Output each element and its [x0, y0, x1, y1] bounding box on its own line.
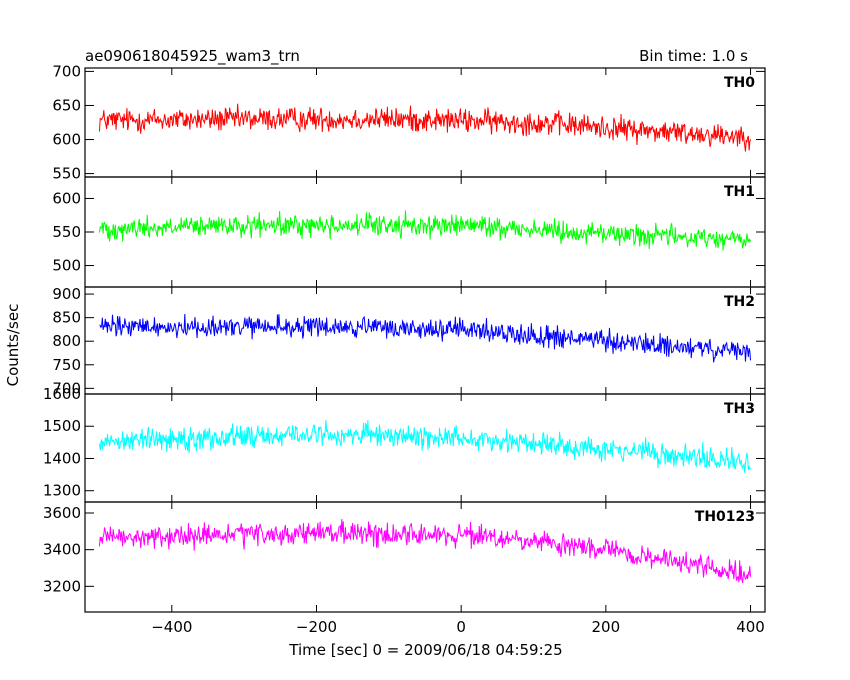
y-tick-label: 3200 [43, 577, 81, 595]
panel-label: TH1 [724, 184, 755, 200]
y-tick-label: 1600 [43, 385, 81, 403]
y-tick-label: 900 [52, 285, 81, 303]
y-tick-label: 600 [52, 131, 81, 149]
y-tick-label: 750 [52, 356, 81, 374]
panel-th1: 500 550 600 TH1 [52, 176, 766, 288]
x-tick-label: 400 [736, 618, 765, 636]
x-axis-label: Time [sec] 0 = 2009/06/18 04:59:25 [288, 641, 562, 659]
panel-label: TH2 [724, 294, 755, 310]
series-th0123-line [98, 519, 752, 584]
x-tick-label: 0 [456, 618, 466, 636]
y-tick-label: 800 [52, 332, 81, 350]
x-tick-label: −400 [151, 618, 192, 636]
y-tick-label: 3400 [43, 541, 81, 559]
panel-label: TH3 [724, 401, 755, 417]
x-tick-label: −200 [296, 618, 337, 636]
panel-th2: 700 750 800 850 900 TH2 [52, 285, 766, 397]
y-tick-label: 1300 [43, 482, 81, 500]
y-tick-label: 850 [52, 309, 81, 327]
panel-frame [84, 501, 766, 613]
y-tick-label: 1500 [43, 417, 81, 435]
series-th1-line [98, 210, 751, 251]
panel-label: TH0 [724, 75, 755, 91]
y-tick-label: 700 [52, 379, 81, 397]
panels-group: 550 600 650 700 TH0 500 550 600 TH1 700 750 800 850 9… [43, 62, 766, 613]
panel-th3: 1300 1400 1500 1600 TH3 [43, 385, 766, 503]
chart-title: ae090618045925_wam3_trn [85, 47, 300, 66]
y-tick-label: 600 [52, 189, 81, 207]
x-tick-label: 200 [592, 618, 621, 636]
y-tick-label: 3600 [43, 504, 81, 522]
series-th2-line [99, 313, 752, 363]
y-tick-label: 500 [52, 257, 81, 275]
y-axis-label: Counts/sec [4, 304, 22, 387]
y-tick-label: 1400 [43, 449, 81, 467]
bin-time-label: Bin time: 1.0 s [639, 47, 748, 65]
x-axis: −400 −200 0 200 400 [151, 618, 765, 636]
panel-th0: 550 600 650 700 TH0 [52, 62, 766, 183]
panel-th0123: 3200 3400 3600 TH0123 [43, 501, 766, 613]
y-tick-label: 700 [52, 62, 81, 80]
y-tick-label: 650 [52, 96, 81, 114]
panel-label: TH0123 [695, 509, 755, 525]
y-tick-label: 550 [52, 165, 81, 183]
series-th0-line [98, 103, 752, 152]
series-th3-line [98, 420, 751, 473]
y-tick-label: 550 [52, 223, 81, 241]
